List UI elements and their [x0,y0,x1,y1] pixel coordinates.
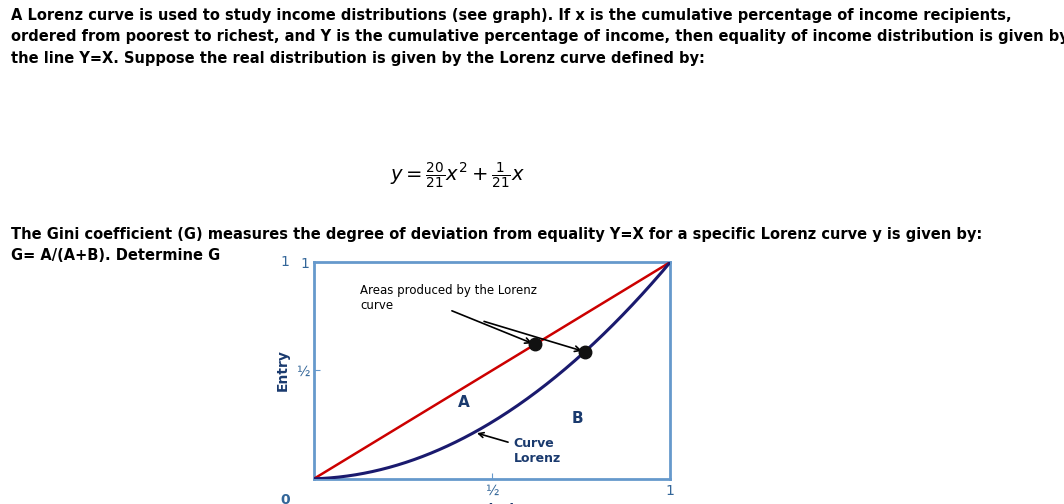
Text: $y = \frac{20}{21}x^2 + \frac{1}{21}x$: $y = \frac{20}{21}x^2 + \frac{1}{21}x$ [390,161,525,192]
Text: Curve
Lorenz: Curve Lorenz [479,432,561,465]
Text: Areas produced by the Lorenz
curve: Areas produced by the Lorenz curve [361,284,537,312]
Text: 1: 1 [281,255,289,269]
Text: A Lorenz curve is used to study income distributions (see graph). If x is the cu: A Lorenz curve is used to study income d… [11,8,1064,66]
Text: 0: 0 [281,493,290,504]
Y-axis label: Entry: Entry [276,349,290,392]
Text: A: A [458,396,469,410]
X-axis label: Population: Population [450,503,534,504]
Text: B: B [571,411,583,425]
Text: The Gini coefficient (G) measures the degree of deviation from equality Y=X for : The Gini coefficient (G) measures the de… [11,227,982,264]
